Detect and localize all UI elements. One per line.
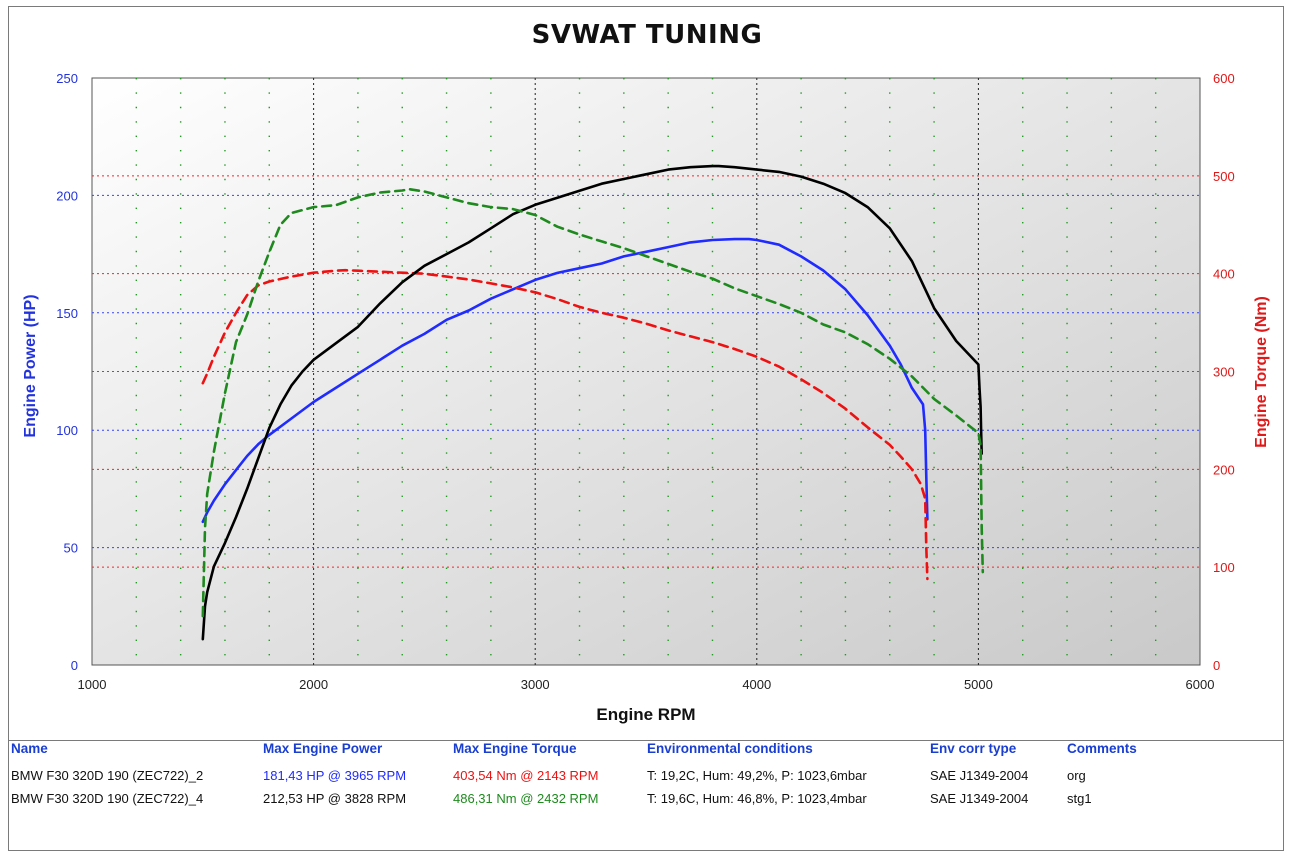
y-right-tick-label-400: 400 bbox=[1213, 267, 1235, 282]
row-stg1-comment: stg1 bbox=[1067, 791, 1092, 806]
series-line-power-stg1 bbox=[201, 164, 984, 641]
y-right-tick-label-300: 300 bbox=[1213, 365, 1235, 380]
ticks: 1000 2000 3000 4000 5000 6000 0 50 100 150 200 250 0… bbox=[56, 71, 1234, 692]
row-stg1-name: BMW F30 320D 190 (ZEC722)_4 bbox=[11, 791, 204, 806]
x-tick-label-5000: 5000 bbox=[964, 677, 993, 692]
series-line-torque-org bbox=[201, 268, 929, 581]
y-left-tick-label-250: 250 bbox=[56, 71, 78, 86]
y-right-tick-label-200: 200 bbox=[1213, 462, 1235, 477]
col-header-comments: Comments bbox=[1067, 741, 1137, 756]
y-axis-left-label: Engine Power (HP) bbox=[22, 294, 39, 437]
y-right-tick-label-100: 100 bbox=[1213, 560, 1235, 575]
y-right-tick-label-600: 600 bbox=[1213, 71, 1235, 86]
row-org-corr: SAE J1349-2004 bbox=[930, 768, 1029, 783]
y-axis-right-label: Engine Torque (Nm) bbox=[1253, 296, 1270, 448]
x-tick-label-4000: 4000 bbox=[742, 677, 771, 692]
series-line-power-org bbox=[201, 237, 929, 524]
y-left-tick-label-150: 150 bbox=[56, 306, 78, 321]
y-left-tick-label-50: 50 bbox=[64, 541, 78, 556]
y-right-tick-label-500: 500 bbox=[1213, 169, 1235, 184]
col-header-env: Environmental conditions bbox=[647, 741, 813, 756]
results-table: Name Max Engine Power Max Engine Torque … bbox=[9, 740, 1283, 851]
row-org-max-torque: 403,54 Nm @ 2143 RPM bbox=[453, 768, 599, 783]
chart-title: SVWAT TUNING bbox=[532, 20, 763, 50]
y-left-tick-label-100: 100 bbox=[56, 423, 78, 438]
row-stg1-max-power: 212,53 HP @ 3828 RPM bbox=[263, 791, 407, 806]
x-axis-label: Engine RPM bbox=[596, 705, 695, 724]
x-tick-label-1000: 1000 bbox=[78, 677, 107, 692]
plot-area bbox=[91, 77, 1201, 666]
dyno-chart: SVWAT TUNING 1000 2000 3000 4000 5000 6000050… bbox=[22, 20, 1270, 724]
col-header-max-power: Max Engine Power bbox=[263, 741, 383, 756]
row-stg1-env: T: 19,6C, Hum: 46,8%, P: 1023,4mbar bbox=[647, 791, 867, 806]
y-left-tick-label-0: 0 bbox=[71, 658, 78, 673]
y-right-tick-label-0: 0 bbox=[1213, 658, 1220, 673]
row-org-env: T: 19,2C, Hum: 49,2%, P: 1023,6mbar bbox=[647, 768, 867, 783]
series-line-torque-stg1 bbox=[201, 187, 985, 618]
row-org-name: BMW F30 320D 190 (ZEC722)_2 bbox=[11, 768, 204, 783]
col-header-corr: Env corr type bbox=[930, 741, 1017, 756]
row-stg1-max-torque: 486,31 Nm @ 2432 RPM bbox=[453, 791, 599, 806]
series-group bbox=[201, 164, 985, 641]
x-tick-label-6000: 6000 bbox=[1186, 677, 1215, 692]
x-tick-label-3000: 3000 bbox=[521, 677, 550, 692]
col-header-name: Name bbox=[11, 741, 48, 756]
row-stg1-corr: SAE J1349-2004 bbox=[930, 791, 1029, 806]
y-left-tick-label-200: 200 bbox=[56, 188, 78, 203]
col-header-max-torque: Max Engine Torque bbox=[453, 741, 577, 756]
x-tick-label-2000: 2000 bbox=[299, 677, 328, 692]
row-org-comment: org bbox=[1067, 768, 1086, 783]
row-org-max-power: 181,43 HP @ 3965 RPM bbox=[263, 768, 407, 783]
